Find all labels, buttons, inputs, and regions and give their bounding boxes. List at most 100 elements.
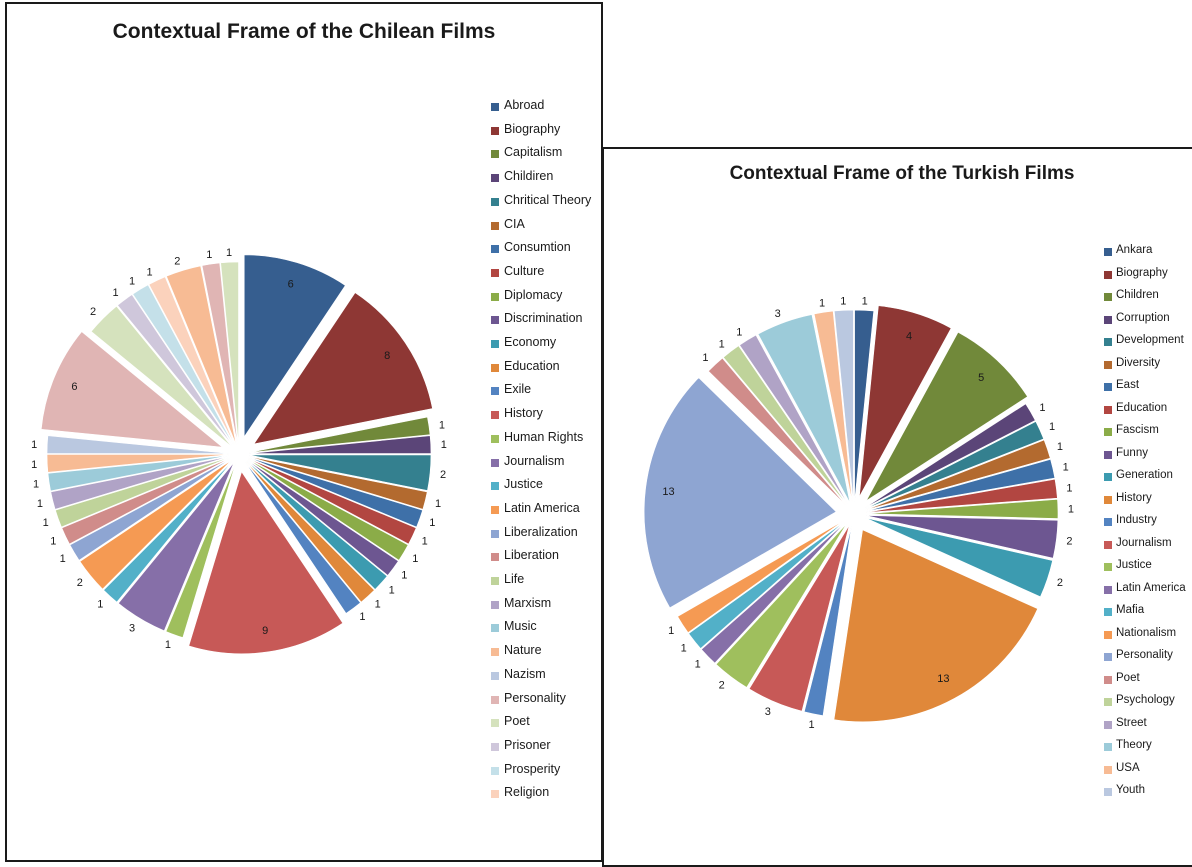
legend-label: Biography — [504, 121, 561, 136]
pie-slice-biography — [859, 305, 952, 497]
data-label-justice: 1 — [97, 599, 103, 611]
pie-slice-prisoner — [117, 294, 234, 447]
pie-slice-nature — [46, 454, 230, 473]
data-label-consumtion: 1 — [429, 517, 435, 529]
pie-slice-personality — [643, 377, 837, 609]
data-label-culture: 1 — [422, 535, 428, 547]
pie-slice-prosperity — [132, 284, 235, 446]
data-label-nationalism: 1 — [668, 625, 674, 637]
legend-swatch — [491, 103, 499, 111]
legend-swatch — [1104, 405, 1112, 414]
data-label-nature: 2 — [174, 256, 180, 268]
data-label-journalism: 3 — [129, 622, 135, 634]
legend-label: Culture — [504, 263, 545, 278]
legend-label: Education — [1116, 401, 1168, 414]
legend-label: Latin America — [1116, 581, 1186, 594]
chart-panel-turkish: Contextual Frame of the Turkish Films 1 4… — [602, 147, 1192, 867]
pie-slice-discrimination — [246, 459, 399, 576]
legend-label: Music — [504, 619, 537, 634]
legend-swatch — [1104, 518, 1112, 526]
data-label-prisoner: 1 — [113, 287, 119, 299]
pie-slice-ankara — [854, 309, 875, 503]
pie-slice-theory — [757, 314, 851, 503]
legend-swatch — [491, 719, 499, 728]
legend-swatch — [1104, 270, 1112, 279]
legend-label: Mafia — [1116, 604, 1145, 616]
pie-slice-poet — [220, 261, 239, 445]
pie-slice-history — [833, 529, 1039, 723]
data-label-biography: 8 — [384, 350, 390, 362]
pie-slice-development — [864, 421, 1045, 510]
legend-swatch — [1104, 765, 1112, 774]
pie-slice-journalism — [117, 462, 235, 632]
data-label-life: 1 — [43, 517, 49, 529]
data-label-theory: 3 — [775, 308, 781, 320]
pie-slice-east — [865, 458, 1056, 512]
data-label-biography: 4 — [906, 330, 912, 342]
legend-label: Discrimination — [504, 311, 583, 326]
pie-slice-corruption — [864, 403, 1036, 509]
legend-swatch — [1104, 428, 1112, 436]
data-label-history: 9 — [262, 625, 268, 637]
legend-label: Marxism — [504, 595, 552, 610]
data-label-generation: 2 — [1057, 577, 1063, 589]
legend-label: Human Rights — [504, 429, 584, 444]
data-label-justice: 2 — [719, 680, 725, 692]
legend-label: Childiren — [504, 169, 554, 184]
legend-swatch — [1104, 248, 1112, 256]
chart-title: Contextual Frame of the Chilean Films — [112, 20, 496, 43]
data-label-corruption: 1 — [1039, 402, 1045, 414]
legend-swatch — [491, 126, 499, 135]
data-label-diplomacy: 1 — [412, 553, 418, 565]
legend-label: Corruption — [1116, 311, 1170, 324]
pie-slice-economy — [246, 460, 388, 590]
legend-label: Development — [1116, 334, 1184, 346]
legend-label: Liberation — [504, 548, 559, 563]
legend-swatch — [491, 790, 499, 799]
legend-swatch — [491, 766, 499, 775]
legend-swatch — [491, 292, 499, 301]
legend-swatch — [1104, 495, 1112, 504]
legend-label: History — [1116, 491, 1152, 504]
legend-swatch — [1104, 315, 1112, 324]
legend-label: Journalism — [504, 453, 565, 468]
legend-swatch — [1104, 563, 1112, 571]
legend-label: East — [1116, 379, 1140, 391]
legend-swatch — [491, 363, 499, 372]
legend-swatch — [491, 671, 499, 680]
data-label-personality: 6 — [71, 381, 77, 393]
legend-swatch — [1104, 608, 1112, 616]
legend-label: Chritical Theory — [504, 192, 592, 207]
legend-label: Life — [504, 572, 525, 586]
legend-swatch — [491, 387, 499, 396]
pie-slice-poet — [90, 305, 233, 448]
pie-slice-childiren — [248, 435, 432, 454]
data-label-education: 1 — [1066, 482, 1072, 494]
legend-label: Theory — [1116, 739, 1152, 751]
pie-slice-nature — [166, 265, 237, 445]
legend-swatch — [491, 577, 499, 585]
legend-label: Justice — [504, 477, 543, 492]
pie-slice-street — [739, 334, 849, 504]
legend-label: Street — [1116, 716, 1147, 729]
pie-slice-culture — [247, 457, 417, 545]
legend-swatch — [491, 268, 499, 277]
data-label-history: 13 — [937, 673, 949, 685]
legend-label: Generation — [1116, 469, 1173, 481]
legend-swatch — [1104, 743, 1112, 751]
legend-label: Prisoner — [504, 737, 551, 752]
pie-slice-abroad — [243, 254, 346, 438]
data-label-human-rights: 1 — [165, 639, 171, 651]
legend-swatch — [491, 742, 499, 751]
legend-label: Youth — [1116, 784, 1145, 796]
legend-label: Justice — [1116, 559, 1152, 571]
legend-label: Poet — [504, 714, 530, 729]
pie-slice-mafia — [688, 521, 845, 649]
legend-label: Capitalism — [504, 145, 563, 160]
legend-label: Latin America — [504, 500, 580, 515]
data-label-personality: 1 — [206, 249, 212, 261]
data-label-liberation: 1 — [50, 535, 56, 547]
data-label-psychology: 1 — [719, 338, 725, 350]
data-label-prosperity: 1 — [129, 276, 135, 288]
legend-label: Children — [1116, 289, 1159, 301]
